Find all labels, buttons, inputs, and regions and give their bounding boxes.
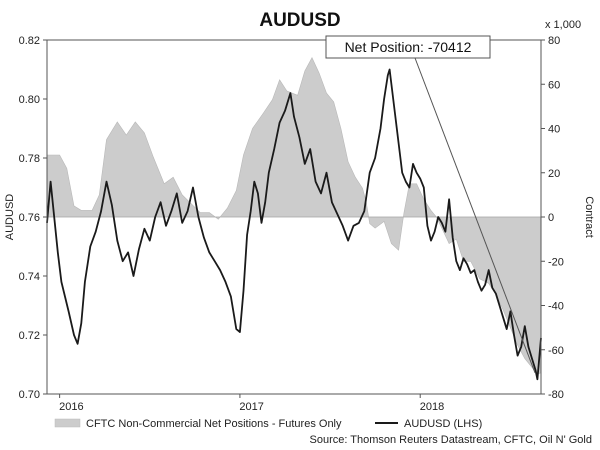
chart-title: AUDUSD: [259, 10, 340, 31]
y-axis-right-label: Contract: [583, 196, 595, 238]
y-right-tick-label: -20: [548, 256, 564, 268]
callout-text: Net Position: -70412: [345, 39, 472, 55]
y-right-tick-label: 60: [548, 79, 560, 91]
callout-leader-line: [414, 57, 536, 373]
x-tick-label: 2017: [239, 401, 263, 413]
y-right-tick-label: -60: [548, 345, 564, 357]
plot-area: 0.82 0.80 0.78 0.76 0.74 0.72 0.70 80 60 40 20 0 -20…: [19, 35, 564, 413]
y-right-tick-label: -40: [548, 301, 564, 313]
y-left-tick-label: 0.78: [19, 153, 40, 165]
y-left-tick-label: 0.80: [19, 94, 40, 106]
y-left-tick-label: 0.76: [19, 212, 40, 224]
x-tick-label: 2018: [420, 401, 444, 413]
y-right-tick-label: 0: [548, 212, 554, 224]
legend-swatch-cftc: [54, 418, 81, 428]
cftc-net-positions-area: [46, 57, 542, 375]
y-right-tick-label: 20: [548, 168, 560, 180]
right-axis-multiplier: x 1,000: [545, 19, 581, 31]
y-left-tick-label: 0.72: [19, 330, 40, 342]
y-left-tick-label: 0.74: [19, 271, 40, 283]
y-left-tick-label: 0.82: [19, 35, 40, 47]
audusd-line: [46, 68, 542, 381]
y-right-tick-label: -80: [548, 389, 564, 401]
legend-label-cftc: CFTC Non-Commercial Net Positions - Futu…: [86, 418, 342, 430]
x-tick-label: 2016: [59, 401, 83, 413]
legend-label-audusd: AUDUSD (LHS): [404, 418, 482, 430]
y-axis-left-label: AUDUSD: [4, 194, 16, 241]
y-right-tick-label: 40: [548, 124, 560, 136]
source-note: Source: Thomson Reuters Datastream, CFTC…: [310, 434, 593, 446]
y-left-tick-label: 0.70: [19, 389, 40, 401]
y-right-tick-label: 80: [548, 35, 560, 47]
legend: CFTC Non-Commercial Net Positions - Futu…: [54, 418, 482, 430]
callout-box: [325, 35, 491, 59]
net-position-callout: Net Position: -70412: [325, 35, 536, 373]
